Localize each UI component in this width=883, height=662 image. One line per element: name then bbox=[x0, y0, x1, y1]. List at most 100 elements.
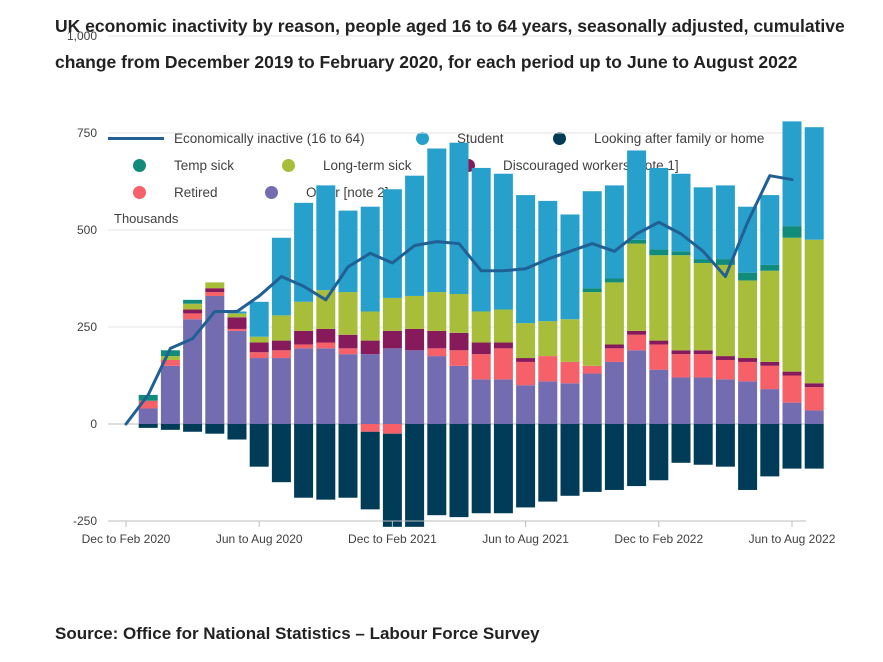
bar-temp: Temp sick: 15 bbox=[760, 264, 780, 271]
bar-other: Other [note 2]: 115 bbox=[471, 379, 491, 424]
bar-family: Looking after family or home: -135 bbox=[760, 424, 780, 477]
bar-retired: Retired: 60 bbox=[671, 354, 691, 378]
bar-disc: Discouraged workers [note 1]: 10 bbox=[627, 330, 647, 335]
y-tick-label: 250 bbox=[77, 320, 97, 334]
circle-swatch-icon bbox=[282, 158, 295, 172]
bar-disc: Discouraged workers [note 1]: 10 bbox=[205, 288, 225, 293]
bar-disc: Discouraged workers [note 1]: 15 bbox=[493, 342, 513, 349]
bar-other: Other [note 2]: 120 bbox=[693, 377, 713, 424]
legend-item-student[interactable]: Student bbox=[416, 128, 504, 148]
bar-other: Other [note 2]: 240 bbox=[227, 330, 247, 424]
legend-item-retired[interactable]: Retired bbox=[133, 182, 218, 202]
bar-ltsick: Long-term sick: 100 bbox=[427, 292, 447, 331]
bar-family: Looking after family or home: -240 bbox=[382, 433, 402, 527]
bar-ltsick: Long-term sick: 85 bbox=[405, 295, 425, 329]
bar-student: Student: 180 bbox=[760, 195, 780, 265]
legend-item-economically-inactive[interactable]: Economically inactive (16 to 64) bbox=[108, 128, 365, 148]
bar-other: Other [note 2]: 110 bbox=[538, 381, 558, 424]
bar-family: Looking after family or home: -115 bbox=[804, 424, 824, 469]
bar-disc: Discouraged workers [note 1]: 10 bbox=[516, 358, 536, 362]
bar-student: Student: 230 bbox=[627, 150, 647, 240]
bar-other: Other [note 2]: 110 bbox=[738, 381, 758, 424]
bar-ltsick: Long-term sick: 110 bbox=[560, 319, 580, 362]
bar-retired: Retired: 5 bbox=[227, 328, 247, 331]
bar-retired: Retired: 15 bbox=[160, 359, 180, 366]
legend-label: Looking after family or home bbox=[594, 130, 765, 146]
bar-ltsick: Long-term sick: 100 bbox=[449, 294, 469, 333]
bar-ltsick: Long-term sick: 235 bbox=[715, 264, 735, 357]
bar-family: Looking after family or home: -25 bbox=[205, 424, 225, 434]
bar-family: Looking after family or home: -145 bbox=[649, 424, 669, 481]
bar-ltsick: Long-term sick: 15 bbox=[183, 303, 203, 310]
bar-disc: Discouraged workers [note 1]: 30 bbox=[227, 317, 247, 329]
bar-family: Looking after family or home: -160 bbox=[627, 424, 647, 487]
bar-student: Student: 390 bbox=[449, 142, 469, 295]
legend-label: Student bbox=[457, 130, 504, 146]
bar-retired: Retired: 10 bbox=[205, 292, 225, 296]
bar-ltsick: Long-term sick: 160 bbox=[604, 282, 624, 345]
source-note: Source: Office for National Statistics –… bbox=[55, 624, 540, 643]
x-tick-label: Jun to Aug 2022 bbox=[749, 532, 836, 546]
bar-retired: Retired: 40 bbox=[627, 334, 647, 351]
bar-ltsick: Long-term sick: 100 bbox=[316, 290, 336, 329]
legend-item-family[interactable]: Looking after family or home bbox=[553, 128, 764, 148]
bar-disc: Discouraged workers [note 1]: 10 bbox=[693, 350, 713, 355]
bar-retired: Retired: 50 bbox=[738, 361, 758, 382]
bar-other: Other [note 2]: 55 bbox=[782, 402, 802, 424]
bar-student: Student: 370 bbox=[427, 148, 447, 293]
bar-student: Student: 210 bbox=[338, 210, 358, 293]
bar-other: Other [note 2]: 270 bbox=[183, 319, 203, 424]
bar-other: Other [note 2]: 160 bbox=[604, 361, 624, 424]
bar-temp: Temp sick: 10 bbox=[183, 299, 203, 304]
bar-student: Student: 90 bbox=[249, 301, 269, 337]
bar-other: Other [note 2]: 90 bbox=[760, 389, 780, 424]
bar-retired: Retired: 20 bbox=[427, 348, 447, 357]
bar-disc: Discouraged workers [note 1]: 25 bbox=[271, 340, 291, 351]
legend-item-long-term-sick[interactable]: Long-term sick bbox=[282, 155, 412, 175]
bar-retired: Retired: 20 bbox=[271, 350, 291, 359]
bar-disc: Discouraged workers [note 1]: 10 bbox=[715, 356, 735, 360]
bar-student: Student: 255 bbox=[294, 202, 314, 302]
bar-family: Looking after family or home: -230 bbox=[471, 424, 491, 514]
chart-title: UK economic inactivity by reason, people… bbox=[55, 16, 845, 72]
bar-ltsick: Long-term sick: 85 bbox=[493, 309, 513, 343]
bar-ltsick: Long-term sick: 15 bbox=[249, 336, 269, 343]
bar-family: Looking after family or home: -185 bbox=[560, 424, 580, 496]
bar-disc: Discouraged workers [note 1]: 45 bbox=[449, 332, 469, 351]
bar-disc: Discouraged workers [note 1]: 35 bbox=[360, 340, 380, 355]
bar-ltsick: Long-term sick: 190 bbox=[582, 292, 602, 366]
bar-disc: Discouraged workers [note 1]: 10 bbox=[804, 383, 824, 388]
bar-family: Looking after family or home: -105 bbox=[693, 424, 713, 465]
bar-student: Student: 290 bbox=[804, 127, 824, 240]
bar-family: Looking after family or home: -240 bbox=[449, 424, 469, 518]
legend-label: Long-term sick bbox=[323, 157, 412, 173]
bar-student: Student: 190 bbox=[715, 185, 735, 260]
bar-disc: Discouraged workers [note 1]: 10 bbox=[760, 361, 780, 366]
bar-family: Looking after family or home: -200 bbox=[538, 424, 558, 502]
bar-disc: Discouraged workers [note 1]: 10 bbox=[183, 309, 203, 314]
bar-temp: Temp sick: 15 bbox=[715, 259, 735, 265]
bar-other: Other [note 2]: 195 bbox=[316, 348, 336, 424]
x-tick-label: Jun to Aug 2021 bbox=[482, 532, 569, 546]
bar-retired: Retired: 15 bbox=[249, 352, 269, 359]
bar-retired: Retired: 15 bbox=[183, 313, 203, 320]
bar-retired: Retired: 60 bbox=[804, 387, 824, 411]
bar-student: Student: 250 bbox=[582, 191, 602, 289]
bar-ltsick: Long-term sick: 75 bbox=[360, 311, 380, 341]
bar-retired: Retired: 15 bbox=[316, 342, 336, 349]
bar-family: Looking after family or home: -230 bbox=[493, 424, 513, 514]
legend-item-temp-sick[interactable]: Temp sick bbox=[133, 155, 234, 175]
y-tick-label: 1,000 bbox=[67, 29, 97, 43]
bar-family: Looking after family or home: -170 bbox=[604, 424, 624, 490]
bar-ltsick: Long-term sick: 220 bbox=[649, 255, 669, 341]
bar-ltsick: Long-term sick: 80 bbox=[471, 311, 491, 343]
legend-label: Retired bbox=[174, 184, 218, 200]
bar-temp: Temp sick: 10 bbox=[627, 239, 647, 244]
x-tick-label: Dec to Feb 2021 bbox=[348, 532, 437, 546]
bar-disc: Discouraged workers [note 1]: 10 bbox=[738, 358, 758, 362]
y-axis-label: Thousands bbox=[114, 211, 179, 226]
bar-temp: Temp sick: 30 bbox=[782, 226, 802, 238]
bar-retired: Retired: 60 bbox=[693, 354, 713, 378]
bar-disc: Discouraged workers [note 1]: 45 bbox=[382, 330, 402, 349]
